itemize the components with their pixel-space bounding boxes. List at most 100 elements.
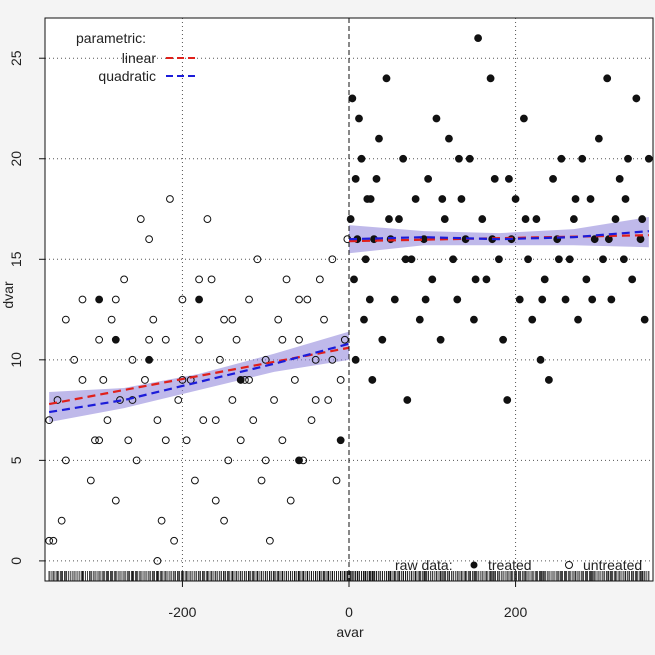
- treated-point: [399, 154, 408, 163]
- treated-point: [604, 235, 613, 244]
- treated-point: [474, 34, 482, 43]
- treated-point: [465, 154, 474, 163]
- untreated-point: [182, 436, 191, 445]
- untreated-point: [328, 355, 337, 364]
- treated-point: [540, 275, 549, 284]
- untreated-point: [311, 396, 320, 404]
- untreated-point: [161, 436, 170, 445]
- linear-fit-line: [48, 346, 350, 406]
- untreated-point: [249, 416, 258, 425]
- untreated-point: [282, 275, 291, 284]
- treated-point: [582, 275, 591, 284]
- legend-untreated-label: untreated: [583, 557, 642, 573]
- treated-point: [375, 134, 383, 143]
- untreated-point: [153, 416, 162, 425]
- untreated-point: [270, 396, 278, 404]
- treated-point: [544, 376, 553, 384]
- treated-point: [415, 315, 424, 324]
- treated-point: [524, 255, 532, 264]
- untreated-point: [161, 335, 170, 344]
- treated-point: [505, 174, 513, 183]
- treated-point: [571, 195, 580, 203]
- untreated-point: [290, 376, 299, 384]
- untreated-point: [203, 215, 212, 223]
- treated-point: [594, 134, 603, 143]
- treated-point: [95, 295, 104, 304]
- untreated-point: [116, 396, 124, 404]
- untreated-point: [245, 376, 253, 384]
- treated-point: [445, 134, 453, 143]
- untreated-point: [111, 295, 120, 304]
- untreated-point: [278, 335, 287, 344]
- treated-point: [471, 275, 480, 284]
- legend-quadratic-label: quadratic: [98, 68, 156, 84]
- untreated-point: [149, 315, 158, 324]
- treated-point: [365, 295, 374, 304]
- treated-point: [486, 74, 495, 83]
- untreated-point: [195, 275, 203, 284]
- untreated-point: [86, 476, 95, 485]
- untreated-point: [228, 396, 237, 404]
- treated-point: [111, 335, 120, 344]
- untreated-point: [174, 396, 183, 404]
- untreated-point: [307, 416, 316, 425]
- treated-point: [449, 255, 458, 264]
- legend-parametric-title: parametric:: [76, 30, 146, 46]
- treated-point: [557, 154, 566, 163]
- treated-point: [482, 275, 491, 284]
- treated-point: [561, 295, 570, 304]
- treated-point: [195, 295, 203, 304]
- treated-point: [395, 215, 403, 223]
- treated-point: [382, 74, 391, 83]
- untreated-point: [166, 195, 174, 203]
- treated-point: [351, 174, 360, 183]
- untreated-point: [128, 396, 137, 404]
- y-tick-label: 20: [8, 151, 24, 167]
- treated-point: [590, 235, 599, 244]
- treated-point: [636, 235, 645, 244]
- untreated-point: [315, 275, 324, 284]
- untreated-point: [253, 255, 262, 264]
- treated-point: [603, 74, 612, 83]
- treated-point: [586, 195, 595, 203]
- treated-point: [421, 295, 430, 304]
- untreated-point: [120, 275, 129, 284]
- treated-point: [385, 215, 393, 223]
- untreated-point: [145, 235, 154, 244]
- untreated-point: [320, 315, 328, 324]
- treated-point: [453, 295, 462, 304]
- treated-point: [357, 154, 366, 163]
- untreated-point: [132, 456, 141, 465]
- untreated-point: [191, 476, 199, 485]
- treated-point: [455, 154, 463, 163]
- x-tick-label: 0: [345, 604, 353, 620]
- treated-point: [145, 355, 154, 364]
- treated-point: [478, 215, 487, 223]
- treated-point: [599, 255, 607, 264]
- treated-point: [424, 174, 433, 183]
- untreated-point: [261, 355, 270, 364]
- treated-point: [378, 335, 387, 344]
- treated-point: [628, 275, 637, 284]
- legend-linear-label: linear: [122, 50, 157, 66]
- untreated-point: [141, 376, 149, 384]
- treated-point: [615, 174, 624, 183]
- treated-point: [632, 94, 641, 103]
- treated-point: [390, 295, 399, 304]
- x-axis-label: avar: [336, 624, 364, 640]
- untreated-point: [153, 556, 162, 565]
- untreated-point: [211, 416, 220, 425]
- untreated-point: [99, 376, 108, 384]
- confidence-bands: [49, 217, 649, 423]
- y-tick-label: 25: [8, 50, 24, 66]
- treated-point: [236, 376, 245, 384]
- untreated-point: [245, 295, 253, 304]
- untreated-point: [224, 456, 233, 465]
- untreated-point: [328, 255, 337, 264]
- treated-point: [490, 174, 499, 183]
- confidence-band: [349, 217, 649, 254]
- untreated-point: [261, 456, 270, 465]
- treated-point: [350, 275, 358, 284]
- treated-point: [368, 376, 377, 384]
- rug-marks: [48, 571, 650, 581]
